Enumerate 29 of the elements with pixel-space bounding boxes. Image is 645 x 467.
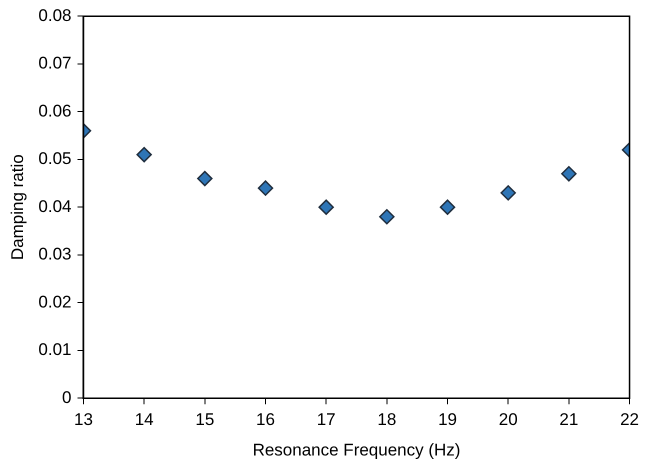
x-tick-label: 19	[438, 410, 457, 430]
x-tick-label: 18	[377, 410, 396, 430]
x-axis-title: Resonance Frequency (Hz)	[252, 440, 460, 460]
x-tick-label: 21	[559, 410, 578, 430]
point	[561, 166, 577, 182]
y-tick-label: 0.05	[38, 149, 72, 168]
y-tick-label: 0.04	[38, 196, 72, 216]
point	[500, 185, 516, 201]
x-tick-label: 20	[498, 410, 518, 430]
y-tick-label: 0.02	[38, 292, 72, 312]
y-tick-label: 0.03	[38, 244, 72, 264]
x-tick-label: 16	[256, 410, 275, 430]
y-tick-label: 0.01	[38, 340, 72, 360]
point	[197, 170, 213, 186]
x-tick-label: 15	[195, 410, 214, 430]
point	[379, 209, 395, 224]
y-tick-label: 0	[62, 388, 72, 407]
x-tick-label: 22	[620, 410, 640, 430]
y-tick-label: 0.06	[38, 101, 72, 120]
point	[136, 146, 152, 162]
y-tick-label: 0.08	[38, 6, 72, 25]
x-tick-label: 13	[74, 410, 93, 430]
y-tick-label: 0.07	[38, 54, 72, 73]
x-tick-label: 14	[134, 410, 154, 430]
x-tick-label: 17	[316, 410, 336, 430]
y-axis-title: Damping ratio	[8, 154, 27, 260]
point	[318, 199, 334, 215]
point	[440, 199, 456, 215]
point	[258, 180, 274, 196]
